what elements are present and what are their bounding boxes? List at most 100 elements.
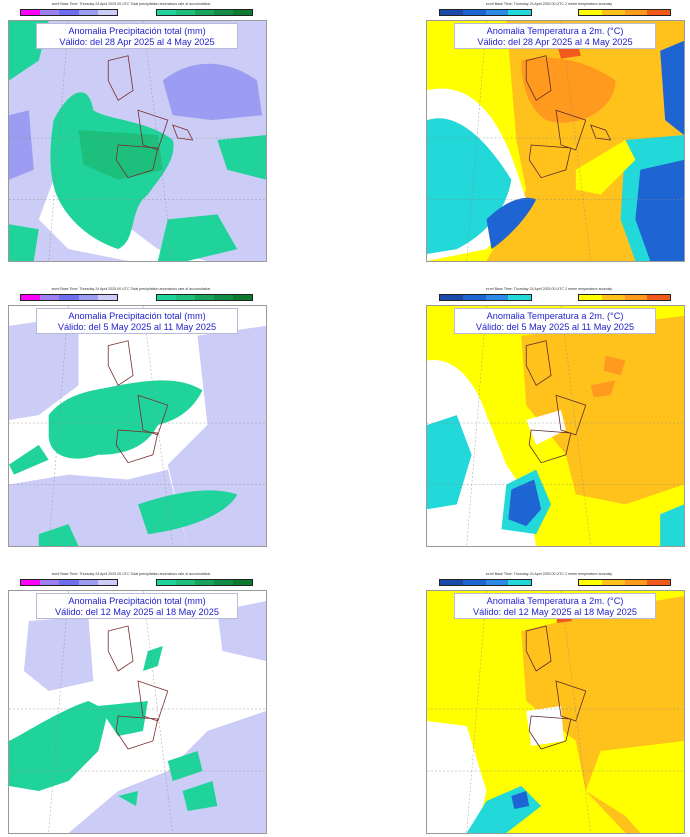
legend-caption: ecmf Base Time: Thursday 24 April 2025 0… bbox=[485, 287, 613, 291]
legend-swatch bbox=[176, 10, 195, 15]
map-title-box: Anomalia Temperatura a 2m. (°C) Válido: … bbox=[454, 308, 656, 334]
map-title: Anomalia Temperatura a 2m. (°C) bbox=[486, 311, 624, 321]
legend-swatch bbox=[157, 295, 176, 300]
map-valid-range: Válido: del 12 May 2025 al 18 May 2025 bbox=[55, 607, 219, 617]
temp-legend: ecmf Base Time: Thursday 24 April 2025 0… bbox=[418, 570, 680, 590]
legend-caption: ecmf Base Time: Thursday 24 April 2025 0… bbox=[51, 572, 211, 576]
legend-swatch bbox=[485, 295, 509, 300]
legend-swatch bbox=[508, 10, 531, 15]
legend-positive-scale bbox=[578, 294, 671, 301]
map-shading-icon bbox=[9, 21, 266, 261]
legend-swatch bbox=[195, 295, 214, 300]
legend-swatch bbox=[97, 580, 118, 585]
legend-positive-scale bbox=[578, 9, 671, 16]
legend-positive-scale bbox=[156, 9, 253, 16]
map-valid-range: Válido: del 28 Apr 2025 al 4 May 2025 bbox=[477, 37, 633, 47]
legend-swatch bbox=[59, 580, 79, 585]
temp-legend: ecmf Base Time: Thursday 24 April 2025 0… bbox=[418, 285, 680, 305]
precip-legend: ecmf Base Time: Thursday 24 April 2025 0… bbox=[0, 570, 262, 590]
legend-swatch bbox=[508, 580, 531, 585]
map-valid-range: Válido: del 5 May 2025 al 11 May 2025 bbox=[475, 322, 635, 332]
legend-swatch bbox=[78, 580, 98, 585]
legend-swatch bbox=[579, 10, 602, 15]
map-shading-icon bbox=[427, 21, 684, 261]
legend-swatch bbox=[440, 580, 463, 585]
legend-swatch bbox=[195, 10, 214, 15]
legend-positive-scale bbox=[156, 294, 253, 301]
legend-swatch bbox=[508, 295, 531, 300]
legend-swatch bbox=[579, 295, 602, 300]
legend-swatch bbox=[21, 10, 41, 15]
legend-swatch bbox=[485, 10, 509, 15]
legend-swatch bbox=[214, 580, 233, 585]
legend-swatch bbox=[40, 10, 60, 15]
map-valid-range: Válido: del 12 May 2025 al 18 May 2025 bbox=[473, 607, 637, 617]
temperature-anomaly-map: Anomalia Temperatura a 2m. (°C) Válido: … bbox=[426, 590, 685, 834]
legend-swatch bbox=[647, 10, 670, 15]
map-title-box: Anomalia Precipitación total (mm) Válido… bbox=[36, 23, 238, 49]
legend-swatch bbox=[40, 580, 60, 585]
legend-swatch bbox=[462, 10, 486, 15]
legend-swatch bbox=[624, 10, 648, 15]
legend-caption: ecmf Base Time: Thursday 24 April 2025 0… bbox=[51, 287, 211, 291]
precip-legend: ecmf Base Time: Thursday 24 April 2025 0… bbox=[0, 285, 262, 305]
precip-panel-week3: ecmf Base Time: Thursday 24 April 2025 0… bbox=[0, 570, 267, 835]
temp-legend: ecmf Base Time: Thursday 24 April 2025 0… bbox=[418, 0, 680, 20]
legend-swatch bbox=[647, 580, 670, 585]
legend-swatch bbox=[97, 10, 118, 15]
legend-swatch bbox=[97, 295, 118, 300]
precip-panel-week1: ecmf Base Time: Thursday 24 April 2025 0… bbox=[0, 0, 267, 265]
legend-swatch bbox=[157, 10, 176, 15]
legend-swatch bbox=[233, 580, 252, 585]
legend-swatch bbox=[214, 295, 233, 300]
map-title: Anomalia Precipitación total (mm) bbox=[68, 26, 206, 36]
legend-negative-scale bbox=[20, 579, 118, 586]
legend-negative-scale bbox=[439, 579, 532, 586]
legend-swatch bbox=[579, 580, 602, 585]
legend-swatch bbox=[462, 580, 486, 585]
legend-swatch bbox=[78, 295, 98, 300]
legend-swatch bbox=[176, 580, 195, 585]
precipitation-anomaly-map: Anomalia Precipitación total (mm) Válido… bbox=[8, 305, 267, 547]
temp-panel-week2: ecmf Base Time: Thursday 24 April 2025 0… bbox=[418, 285, 685, 550]
temperature-anomaly-map: Anomalia Temperatura a 2m. (°C) Válido: … bbox=[426, 20, 685, 262]
precipitation-anomaly-map: Anomalia Precipitación total (mm) Válido… bbox=[8, 590, 267, 834]
legend-swatch bbox=[233, 295, 252, 300]
precip-panel-week2: ecmf Base Time: Thursday 24 April 2025 0… bbox=[0, 285, 267, 550]
legend-swatch bbox=[195, 580, 214, 585]
legend-swatch bbox=[485, 580, 509, 585]
map-valid-range: Válido: del 5 May 2025 al 11 May 2025 bbox=[57, 322, 217, 332]
legend-swatch bbox=[601, 580, 625, 585]
legend-negative-scale bbox=[439, 9, 532, 16]
legend-caption: ecmf Base Time: Thursday 24 April 2025 0… bbox=[485, 572, 613, 576]
map-shading-icon bbox=[9, 591, 266, 833]
precip-legend: ecmf Base Time: Thursday 24 April 2025 0… bbox=[0, 0, 262, 20]
legend-positive-scale bbox=[156, 579, 253, 586]
map-title: Anomalia Precipitación total (mm) bbox=[68, 311, 206, 321]
legend-swatch bbox=[214, 10, 233, 15]
legend-swatch bbox=[440, 10, 463, 15]
legend-swatch bbox=[59, 10, 79, 15]
legend-swatch bbox=[157, 580, 176, 585]
legend-negative-scale bbox=[20, 9, 118, 16]
precipitation-anomaly-map: Anomalia Precipitación total (mm) Válido… bbox=[8, 20, 267, 262]
legend-swatch bbox=[624, 295, 648, 300]
map-shading-icon bbox=[9, 306, 266, 546]
legend-swatch bbox=[624, 580, 648, 585]
map-shading-icon bbox=[427, 306, 684, 546]
legend-swatch bbox=[233, 10, 252, 15]
map-title-box: Anomalia Precipitación total (mm) Válido… bbox=[36, 593, 238, 619]
legend-swatch bbox=[176, 295, 195, 300]
map-title: Anomalia Temperatura a 2m. (°C) bbox=[486, 26, 624, 36]
map-title: Anomalia Precipitación total (mm) bbox=[68, 596, 206, 606]
map-title-box: Anomalia Temperatura a 2m. (°C) Válido: … bbox=[454, 23, 656, 49]
legend-swatch bbox=[21, 295, 41, 300]
map-title-box: Anomalia Precipitación total (mm) Válido… bbox=[36, 308, 238, 334]
legend-swatch bbox=[440, 295, 463, 300]
legend-caption: ecmf Base Time: Thursday 24 April 2025 0… bbox=[485, 2, 613, 6]
map-title-box: Anomalia Temperatura a 2m. (°C) Válido: … bbox=[454, 593, 656, 619]
map-title: Anomalia Temperatura a 2m. (°C) bbox=[486, 596, 624, 606]
legend-swatch bbox=[462, 295, 486, 300]
legend-swatch bbox=[601, 295, 625, 300]
legend-negative-scale bbox=[439, 294, 532, 301]
